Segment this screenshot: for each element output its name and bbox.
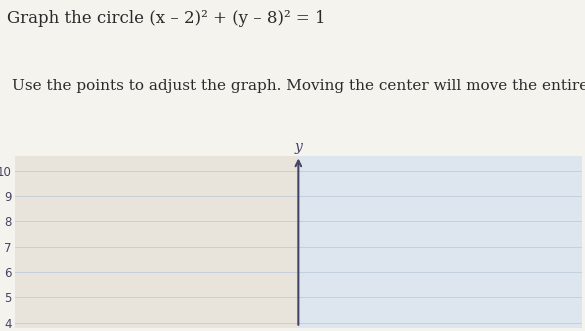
Text: y: y: [294, 140, 302, 154]
Text: Graph the circle (x – 2)² + (y – 8)² = 1: Graph the circle (x – 2)² + (y – 8)² = 1: [7, 10, 326, 27]
Text: Use the points to adjust the graph. Moving the center will move the entire figur: Use the points to adjust the graph. Movi…: [12, 79, 585, 93]
Bar: [15, 156, 298, 328]
